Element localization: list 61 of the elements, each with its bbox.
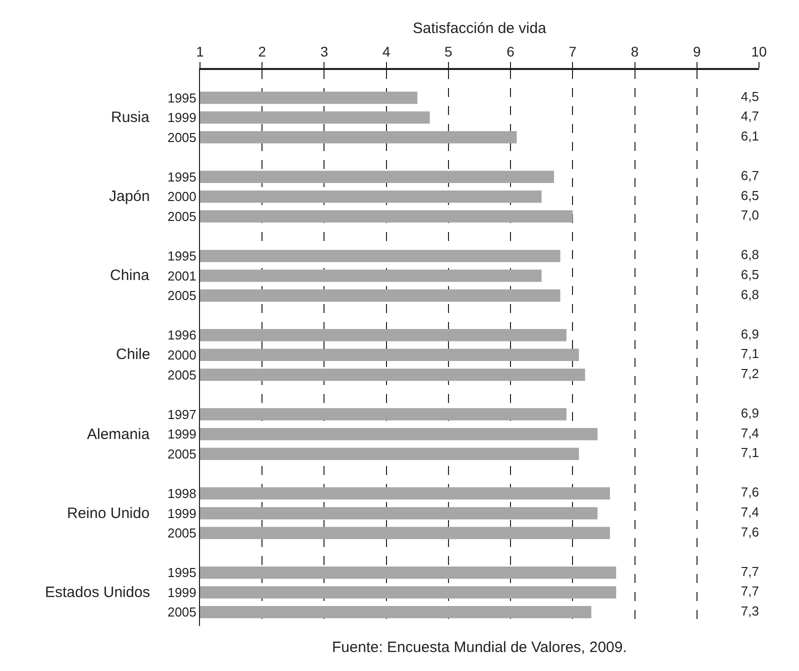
data-label: 6,5 bbox=[740, 188, 759, 203]
y-tick-label: 2005 bbox=[167, 367, 196, 382]
y-tick-label: 1999 bbox=[167, 426, 196, 442]
data-label: 7,7 bbox=[740, 564, 759, 579]
data-label: 7,6 bbox=[740, 524, 759, 540]
x-tick-label: 7 bbox=[568, 43, 577, 60]
data-label: 6,8 bbox=[740, 247, 759, 262]
y-tick-label: 1995 bbox=[167, 169, 196, 184]
x-tick-label: 9 bbox=[692, 43, 701, 60]
data-label: 7,6 bbox=[740, 484, 759, 500]
x-tick-label: 1 bbox=[196, 43, 204, 60]
y-tick-label: 2000 bbox=[167, 347, 196, 362]
data-label: 6,5 bbox=[740, 267, 759, 282]
y-tick-label: 2005 bbox=[167, 130, 196, 145]
data-label: 6,9 bbox=[740, 326, 759, 342]
data-label: 4,5 bbox=[740, 88, 759, 104]
y-tick-label: 2005 bbox=[167, 288, 196, 304]
data-label: 7,4 bbox=[740, 504, 759, 520]
source-note: Fuente: Encuesta Mundial de Valores, 2009. bbox=[332, 639, 627, 656]
y-tick-label: 1995 bbox=[167, 90, 196, 106]
data-label: 7,2 bbox=[740, 366, 759, 381]
text: Reino Unido bbox=[67, 505, 150, 522]
y-tick-label: 2001 bbox=[167, 268, 196, 284]
y-tick-label: 1995 bbox=[167, 248, 196, 264]
y-tick-label: 1996 bbox=[167, 328, 196, 343]
y-tick-label: 2005 bbox=[167, 526, 196, 541]
data-label: 7,1 bbox=[740, 445, 759, 460]
text: Chile bbox=[116, 346, 150, 363]
x-tick-label: 8 bbox=[630, 43, 639, 60]
y-tick-label: 1999 bbox=[167, 584, 196, 600]
y-tick-label: 2005 bbox=[167, 208, 196, 224]
data-label: 7,1 bbox=[740, 346, 759, 362]
text: China bbox=[110, 267, 150, 284]
x-tick-label: 10 bbox=[751, 43, 767, 60]
data-label: 6,1 bbox=[740, 128, 759, 144]
x-tick-label: 2 bbox=[258, 43, 266, 60]
x-tick-label: 4 bbox=[382, 43, 390, 60]
y-tick-label: 2005 bbox=[167, 446, 196, 462]
x-axis-title: Satisfacción de vida bbox=[412, 20, 547, 38]
data-label: 7,3 bbox=[740, 603, 759, 618]
y-tick-label: 1997 bbox=[167, 406, 196, 422]
y-tick-label: 1998 bbox=[167, 486, 196, 501]
y-tick-label: 1995 bbox=[167, 565, 196, 580]
x-tick-label: 5 bbox=[444, 43, 453, 60]
data-label: 7,7 bbox=[740, 584, 759, 599]
x-tick-label: 3 bbox=[320, 43, 328, 60]
y-tick-label: 2000 bbox=[167, 189, 196, 204]
x-tick-label: 6 bbox=[506, 43, 515, 60]
text: Japón bbox=[109, 188, 150, 205]
text: Alemania bbox=[87, 426, 150, 443]
data-label: 6,9 bbox=[740, 406, 759, 421]
data-label: 7,0 bbox=[740, 208, 759, 223]
data-label: 4,7 bbox=[740, 108, 759, 124]
data-label: 6,8 bbox=[740, 286, 759, 302]
y-tick-label: 2005 bbox=[167, 604, 196, 620]
y-tick-label: 1999 bbox=[167, 506, 196, 521]
y-tick-label: 1999 bbox=[167, 110, 196, 126]
data-label: 6,7 bbox=[740, 168, 759, 184]
text: Estados Unidos bbox=[45, 584, 150, 601]
text: Rusia bbox=[111, 109, 150, 126]
data-label: 7,4 bbox=[740, 425, 759, 440]
